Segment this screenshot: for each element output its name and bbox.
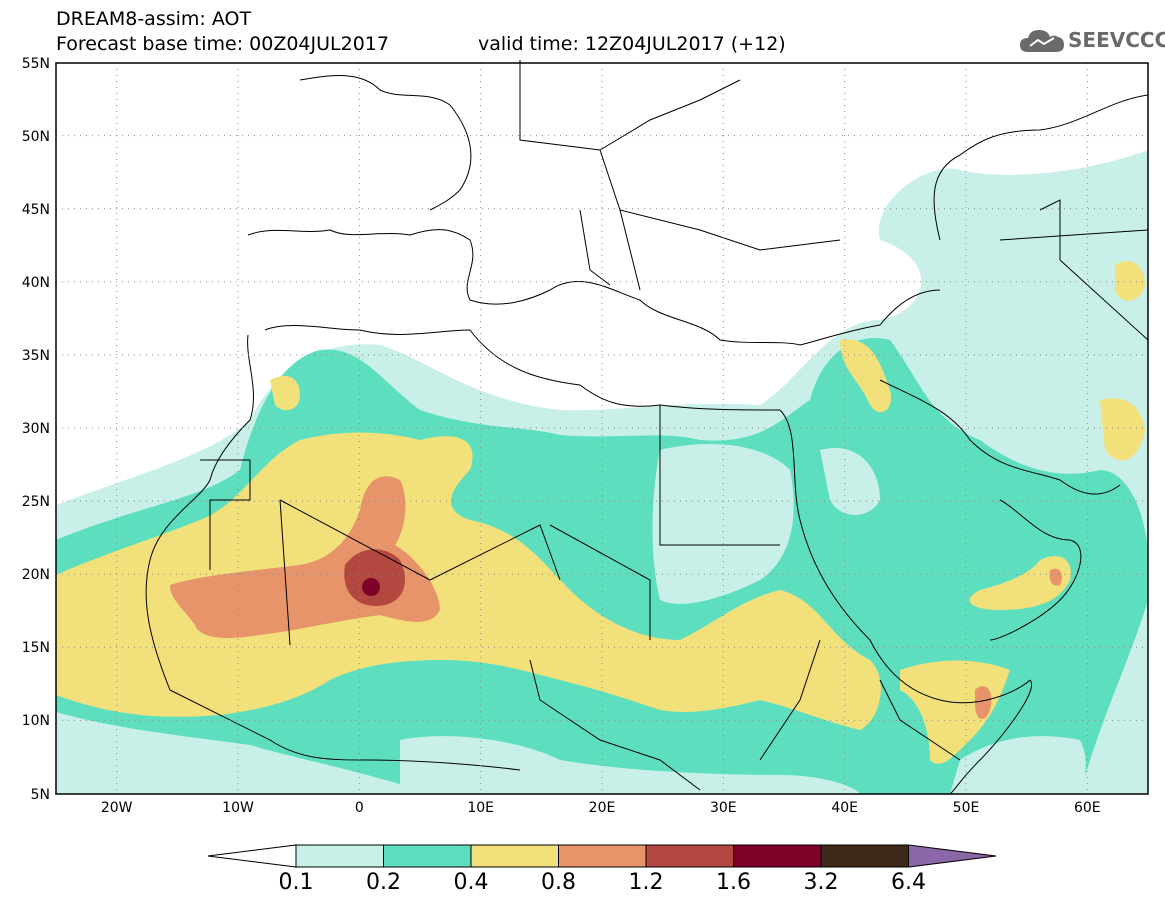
lat-label: 40N <box>22 275 50 291</box>
lat-label: 20N <box>22 567 50 583</box>
aot-patch-egypt <box>652 444 794 604</box>
lat-label: 55N <box>22 56 50 72</box>
colorbar <box>207 844 997 868</box>
lat-label: 5N <box>31 787 50 803</box>
forecast-base-time: Forecast base time: 00Z04JUL2017 <box>56 33 389 55</box>
aot-band-1.2 <box>344 549 405 606</box>
colorbar-label: 0.4 <box>453 870 489 895</box>
lon-label: 20E <box>589 800 616 816</box>
cloud-icon <box>1020 30 1064 52</box>
aot-patch-horn <box>950 736 1086 794</box>
aot-patch-arabia-yellow <box>840 339 891 413</box>
lon-label: 0 <box>355 800 364 816</box>
lon-axis: 20W 10W 0 10E 20E 30E 40E 50E 60E <box>101 800 1101 816</box>
lat-label: 35N <box>22 348 50 364</box>
lat-label: 10N <box>22 713 50 729</box>
colorbar-swatch-4 <box>558 844 647 868</box>
lat-label: 15N <box>22 640 50 656</box>
aot-max <box>362 578 380 596</box>
colorbar-over-arrow <box>908 844 997 868</box>
aot-patch-oman-orange <box>1049 568 1062 586</box>
lat-label: 25N <box>22 494 50 510</box>
lon-label: 10W <box>222 800 254 816</box>
lat-label: 30N <box>22 421 50 437</box>
aot-band-0.4 <box>56 432 881 730</box>
colorbar-swatch-6 <box>733 844 822 868</box>
map-title: DREAM8-assim: AOT <box>56 8 252 30</box>
aot-patch-arabia <box>820 448 880 515</box>
colorbar-swatch-7 <box>820 844 909 868</box>
aot-patch-caucasus <box>1115 261 1145 301</box>
seevccc-logo: SEEVCCC <box>1018 24 1165 58</box>
colorbar-under-arrow <box>207 844 297 868</box>
aot-patch-south <box>400 736 860 794</box>
aot-patch-somalia-orange <box>975 686 992 720</box>
colorbar-label: 6.4 <box>891 870 926 895</box>
lon-label: 50E <box>953 800 980 816</box>
lon-label: 40E <box>831 800 858 816</box>
aot-patch-oman <box>969 556 1071 610</box>
lon-label: 20W <box>101 800 133 816</box>
lon-label: 30E <box>710 800 737 816</box>
lon-label: 10E <box>467 800 494 816</box>
colorbar-label: 1.2 <box>628 870 664 895</box>
coastlines <box>145 60 1149 795</box>
aot-patch-morocco <box>270 375 300 411</box>
logo-text: SEEVCCC <box>1068 28 1165 52</box>
colorbar-label: 3.2 <box>803 870 839 895</box>
colorbar-swatch-1 <box>295 844 384 868</box>
gridlines <box>56 63 1148 794</box>
colorbar-swatch-3 <box>470 844 559 868</box>
colorbar-label: 0.1 <box>278 870 314 895</box>
colorbar-label: 0.2 <box>366 870 401 895</box>
colorbar-label: 1.6 <box>716 870 751 895</box>
colorbar-swatch-5 <box>645 844 734 868</box>
lat-label: 50N <box>22 129 50 145</box>
valid-time: valid time: 12Z04JUL2017 (+12) <box>478 33 786 55</box>
lat-label: 45N <box>22 202 50 218</box>
colorbar-label: 0.8 <box>541 870 576 895</box>
map-frame <box>55 62 1149 795</box>
aot-patch-iran <box>1100 398 1145 461</box>
lat-axis: 55N 50N 45N 40N 35N 30N 25N 20N 15N 10N … <box>22 56 50 803</box>
colorbar-swatch-2 <box>383 844 472 868</box>
lon-label: 60E <box>1074 800 1101 816</box>
